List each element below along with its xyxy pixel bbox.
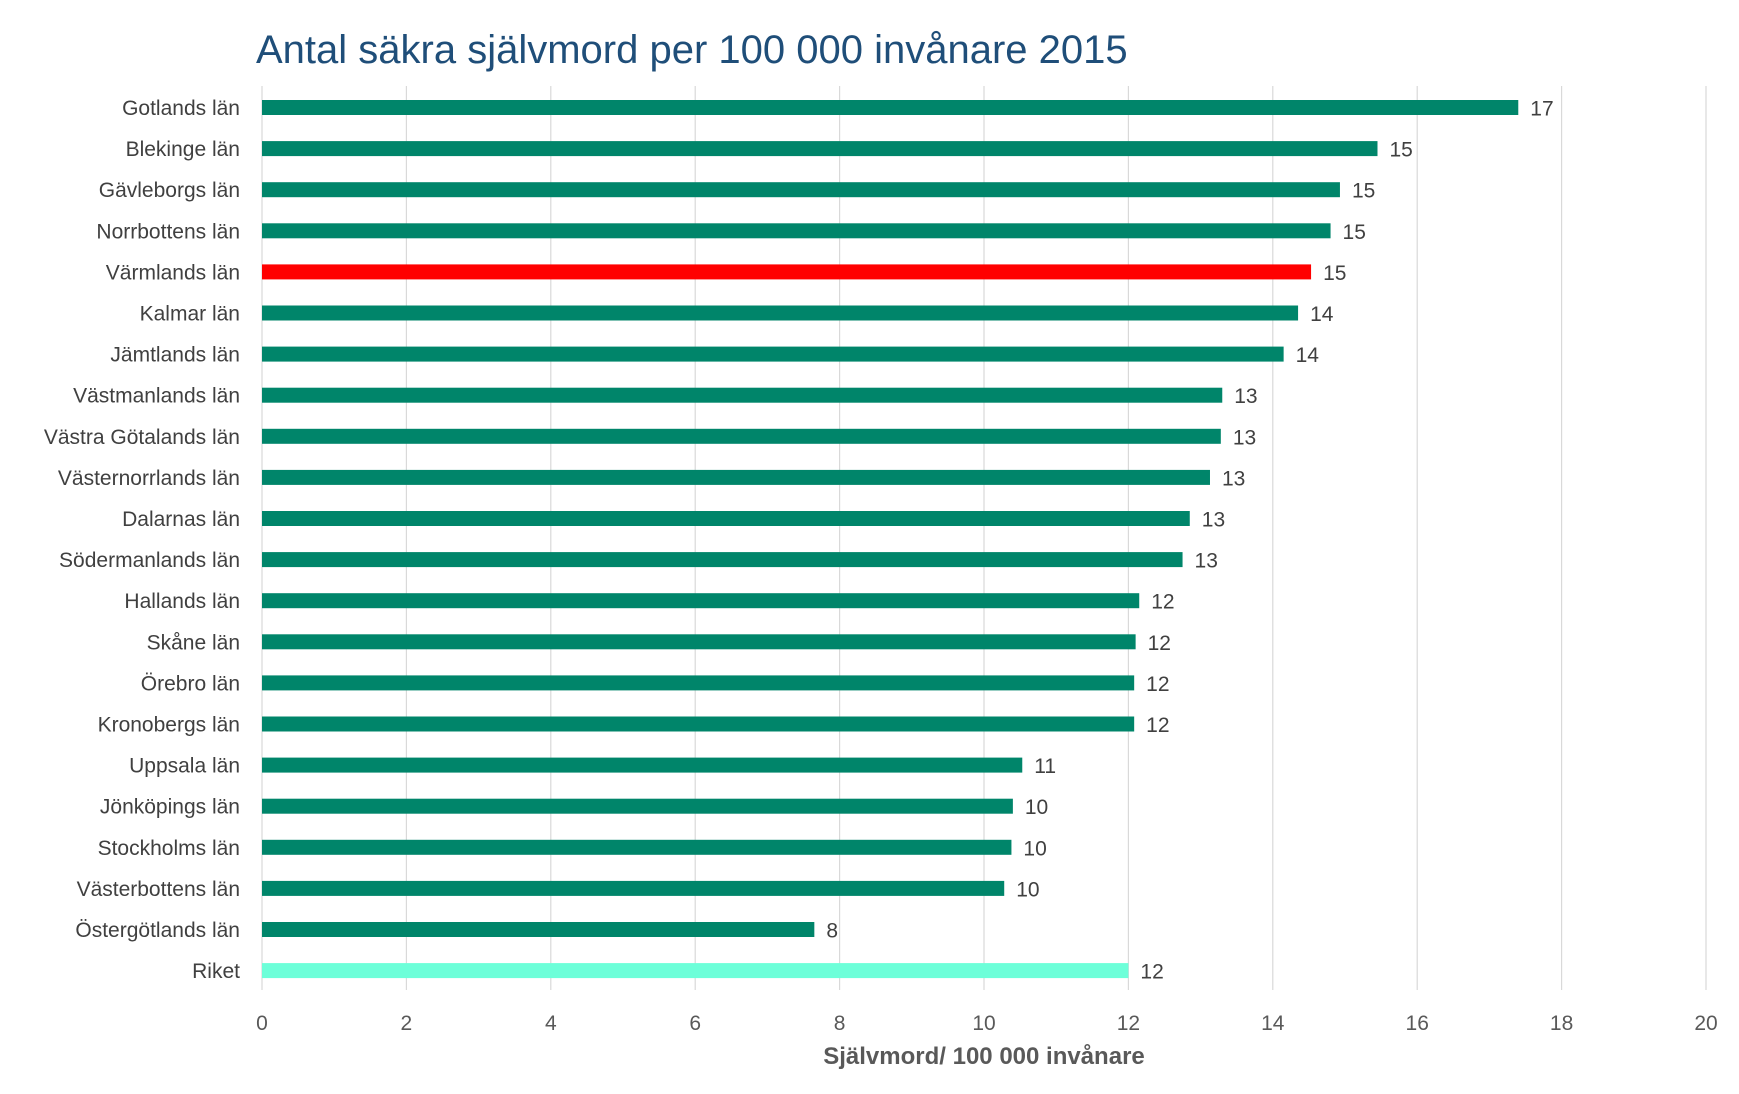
bar bbox=[262, 593, 1140, 609]
data-label: 15 bbox=[1323, 262, 1346, 285]
x-tick-label: 10 bbox=[972, 1012, 995, 1035]
x-tick-label: 0 bbox=[256, 1012, 268, 1035]
data-label: 13 bbox=[1202, 509, 1225, 532]
bar bbox=[262, 634, 1136, 650]
bar bbox=[262, 469, 1210, 485]
category-label: Södermanlands län bbox=[59, 549, 240, 572]
category-label: Jämtlands län bbox=[110, 344, 240, 367]
data-label: 17 bbox=[1530, 98, 1553, 121]
bar bbox=[262, 387, 1223, 403]
x-tick-label: 12 bbox=[1117, 1012, 1140, 1035]
bar bbox=[262, 182, 1340, 198]
data-label: 10 bbox=[1016, 878, 1039, 901]
bar bbox=[262, 552, 1183, 568]
data-label: 10 bbox=[1023, 837, 1046, 860]
x-tick-label: 18 bbox=[1550, 1012, 1573, 1035]
bar bbox=[262, 305, 1299, 321]
bar bbox=[262, 428, 1221, 444]
data-label: 13 bbox=[1222, 467, 1245, 490]
x-tick-label: 4 bbox=[545, 1012, 557, 1035]
data-label: 12 bbox=[1146, 673, 1169, 696]
data-label: 13 bbox=[1195, 550, 1218, 573]
category-label: Norrbottens län bbox=[96, 220, 240, 243]
x-tick-label: 8 bbox=[834, 1012, 846, 1035]
data-label: 8 bbox=[826, 920, 838, 943]
data-label: 11 bbox=[1034, 755, 1056, 778]
labels: 0 2 4 6 8 10 12 14 16 18 20 Gotlands län 17 Blekinge … bbox=[44, 97, 1718, 1035]
bar bbox=[262, 675, 1135, 691]
category-label: Västmanlands län bbox=[73, 385, 240, 408]
x-tick-label: 14 bbox=[1261, 1012, 1285, 1035]
data-label: 13 bbox=[1234, 385, 1257, 408]
data-label: 15 bbox=[1343, 221, 1366, 244]
data-label: 14 bbox=[1310, 303, 1334, 326]
category-label: Hallands län bbox=[124, 590, 240, 613]
bar bbox=[262, 922, 815, 937]
bar bbox=[262, 223, 1331, 239]
bar bbox=[262, 100, 1519, 115]
bar bbox=[262, 839, 1012, 855]
bar bbox=[262, 880, 1005, 896]
category-label: Jönköpings län bbox=[100, 796, 240, 819]
bar bbox=[262, 264, 1312, 280]
bars bbox=[262, 100, 1519, 979]
x-tick-label: 2 bbox=[401, 1012, 413, 1035]
data-label: 13 bbox=[1233, 426, 1256, 449]
bar bbox=[262, 963, 1129, 979]
category-label: Riket bbox=[192, 960, 240, 983]
bar bbox=[262, 716, 1135, 732]
category-label: Kronobergs län bbox=[98, 714, 240, 737]
category-label: Västerbottens län bbox=[77, 878, 240, 901]
category-label: Uppsala län bbox=[129, 755, 240, 778]
category-label: Örebro län bbox=[141, 672, 240, 695]
x-tick-label: 6 bbox=[689, 1012, 701, 1035]
category-label: Kalmar län bbox=[140, 303, 240, 326]
category-label: Västernorrlands län bbox=[58, 467, 240, 490]
chart-title: Antal säkra självmord per 100 000 invåna… bbox=[256, 28, 1128, 72]
bar bbox=[262, 798, 1013, 814]
category-label: Stockholms län bbox=[98, 837, 240, 860]
category-label: Gävleborgs län bbox=[99, 179, 240, 202]
x-tick-label: 16 bbox=[1406, 1012, 1429, 1035]
bar bbox=[262, 757, 1023, 773]
bar bbox=[262, 141, 1378, 157]
x-axis-title: Självmord/ 100 000 invånare bbox=[823, 1043, 1145, 1070]
data-label: 12 bbox=[1151, 591, 1174, 614]
data-label: 10 bbox=[1025, 796, 1048, 819]
x-tick-label: 20 bbox=[1694, 1012, 1717, 1035]
bar bbox=[262, 511, 1190, 526]
category-label: Gotlands län bbox=[122, 97, 240, 120]
data-label: 12 bbox=[1146, 714, 1169, 737]
category-label: Dalarnas län bbox=[122, 508, 240, 531]
category-label: Västra Götalands län bbox=[44, 426, 240, 449]
data-label: 12 bbox=[1140, 961, 1163, 984]
category-label: Skåne län bbox=[147, 631, 240, 654]
category-label: Värmlands län bbox=[106, 261, 240, 284]
category-label: Blekinge län bbox=[126, 138, 240, 161]
category-label: Östergötlands län bbox=[75, 919, 240, 942]
bar bbox=[262, 346, 1284, 362]
data-label: 12 bbox=[1148, 632, 1171, 655]
data-label: 15 bbox=[1352, 180, 1375, 203]
data-label: 14 bbox=[1296, 344, 1320, 367]
data-label: 15 bbox=[1389, 139, 1412, 162]
